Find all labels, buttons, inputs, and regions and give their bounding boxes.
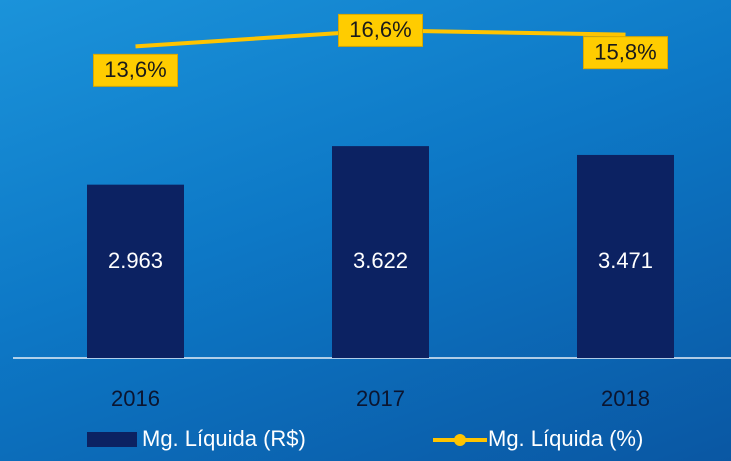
bar [332,146,429,358]
legend-label: Mg. Líquida (%) [488,426,643,451]
legend-swatch-dot [454,434,466,446]
line-label-box [583,36,668,70]
bar-value-label: 3.471 [598,248,653,273]
x-tick-label: 2016 [111,386,160,411]
legend-label: Mg. Líquida (R$) [142,426,306,451]
bar-value-label: 3.622 [353,248,408,273]
line-label-box [93,53,178,87]
line-value-label: 16,6% [349,17,411,42]
bar [87,184,184,358]
line-value-label: 13,6% [104,57,166,82]
bar [577,154,674,358]
x-tick-label: 2018 [601,386,650,411]
line-value-label: 15,8% [594,39,656,64]
line-label-box [338,13,423,47]
legend-swatch [87,432,137,447]
bar-value-label: 2.963 [108,248,163,273]
x-tick-label: 2017 [356,386,405,411]
